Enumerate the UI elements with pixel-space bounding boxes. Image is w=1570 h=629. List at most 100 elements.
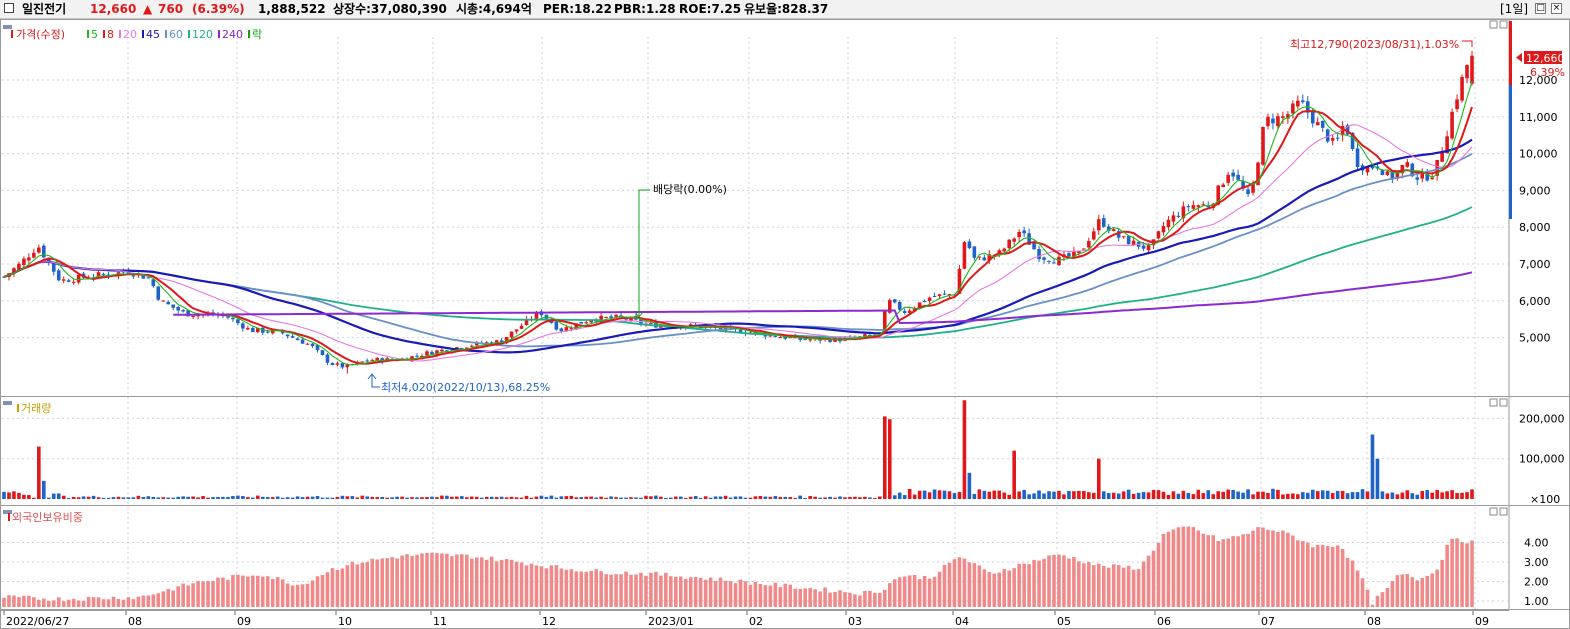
candle-body: [255, 328, 260, 333]
volume-bar: [1400, 492, 1405, 499]
volume-bar: [1077, 490, 1081, 499]
volume-bar: [1310, 489, 1315, 499]
foreign-ownership-bar: [1176, 527, 1181, 607]
foreign-ownership-bar: [440, 553, 444, 607]
volume-bar: [216, 496, 220, 499]
foreign-ownership-bar: [773, 582, 778, 607]
candle-body: [937, 294, 942, 297]
panel-handle-icon: [3, 401, 12, 405]
foreign-ownership-bar: [255, 575, 260, 607]
volume-bar: [504, 497, 509, 499]
volume-bar: [1266, 492, 1270, 499]
volume-bar: [678, 496, 683, 499]
foreign-ownership-bar: [977, 565, 982, 607]
volume-bar: [27, 495, 31, 499]
candle-body: [71, 281, 76, 283]
candle-body: [883, 311, 887, 334]
x-axis-label: 06: [1157, 615, 1171, 628]
period-selector[interactable]: [1일]: [1500, 2, 1529, 16]
volume-bar: [425, 497, 429, 499]
volume-bar: [440, 495, 444, 499]
volume-bar: [972, 494, 977, 499]
candle-body: [1315, 122, 1320, 126]
foreign-ownership-bar: [176, 586, 180, 607]
price-range-bar-up: [1509, 21, 1512, 85]
volume-bar: [32, 497, 36, 499]
candle-body: [1027, 233, 1031, 245]
volume-bar: [375, 497, 380, 499]
candle-body: [300, 339, 305, 344]
candle-body: [12, 268, 16, 274]
volume-bar: [101, 497, 106, 499]
volume-bar: [1385, 493, 1390, 499]
foreign-ownership-bar: [186, 585, 190, 607]
volume-bar: [355, 497, 360, 499]
foreign-ownership-bar: [1032, 559, 1036, 607]
candle-body: [738, 329, 743, 334]
volume-bar: [76, 497, 81, 499]
volume-bar: [1082, 490, 1086, 499]
x-axis-label: 11: [433, 615, 447, 628]
candle-body: [131, 275, 136, 277]
volume-bar: [1101, 491, 1106, 499]
candle-body: [61, 279, 66, 281]
candle-body: [922, 301, 927, 303]
minimize-icon[interactable]: □: [1535, 3, 1546, 14]
foreign-ownership-bar: [614, 574, 618, 607]
foreign-ownership-bar: [464, 554, 469, 607]
volume-bar: [793, 497, 798, 499]
foreign-ownership-bar: [1146, 555, 1151, 607]
volume-bar: [659, 496, 663, 499]
volume-bar: [808, 496, 812, 499]
volume-bar: [1146, 492, 1151, 499]
volume-bar: [1171, 491, 1176, 499]
volume-bar: [325, 497, 330, 499]
candle-body: [330, 363, 335, 365]
foreign-ownership-bar: [17, 597, 21, 607]
volume-bar: [688, 496, 693, 499]
candle-body: [156, 286, 161, 300]
candle-body: [1121, 236, 1126, 238]
high-annotation: 최고12,790(2023/08/31),1.03%: [1290, 38, 1459, 51]
candle-body: [22, 258, 26, 265]
candle-body: [1246, 189, 1250, 195]
volume-bar: [151, 496, 156, 499]
foreign-ownership-bar: [883, 589, 887, 607]
low-annotation: 최저4,020(2022/10/13),68.25%: [381, 381, 550, 394]
candle-body: [808, 339, 812, 341]
volume-bar: [81, 496, 86, 499]
volume-bar: [226, 497, 230, 499]
foreign-ownership-bar: [141, 595, 146, 607]
close-icon[interactable]: ×: [1551, 3, 1562, 14]
foreign-ownership-bar: [1360, 578, 1365, 607]
candle-body: [32, 252, 36, 258]
volume-bar: [300, 497, 305, 499]
legend-item: 60: [169, 28, 183, 41]
candle-body: [1221, 184, 1225, 188]
candle-body: [1072, 251, 1076, 257]
current-price: 12,660: [90, 2, 137, 16]
volume-bar: [46, 497, 51, 499]
volume-bar: [698, 497, 703, 499]
candle-body: [1335, 137, 1340, 139]
candle-body: [42, 245, 46, 258]
chart-frame: [0, 19, 1570, 629]
candle-body: [360, 361, 365, 363]
foreign-ownership-bar: [1047, 555, 1051, 607]
volume-bar: [1261, 491, 1265, 499]
candle-body: [1077, 250, 1081, 253]
foreign-ownership-bar: [1211, 535, 1216, 607]
foreign-ownership-bar: [1002, 569, 1007, 607]
candle-body: [1370, 165, 1375, 169]
foreign-ownership-bar: [385, 558, 389, 607]
candle-body: [1116, 231, 1121, 238]
foreign-ownership-bar: [51, 600, 56, 607]
foreign-ownership-bar: [320, 575, 325, 607]
foreign-ownership-bar: [479, 557, 484, 607]
foreign-ownership-bar: [718, 577, 723, 607]
foreign-ownership-bar: [1151, 550, 1156, 607]
select-checkbox[interactable]: [4, 3, 14, 13]
candle-body: [1067, 253, 1071, 257]
volume-bar: [644, 495, 648, 499]
foreign-ownership-bar: [1171, 529, 1176, 607]
